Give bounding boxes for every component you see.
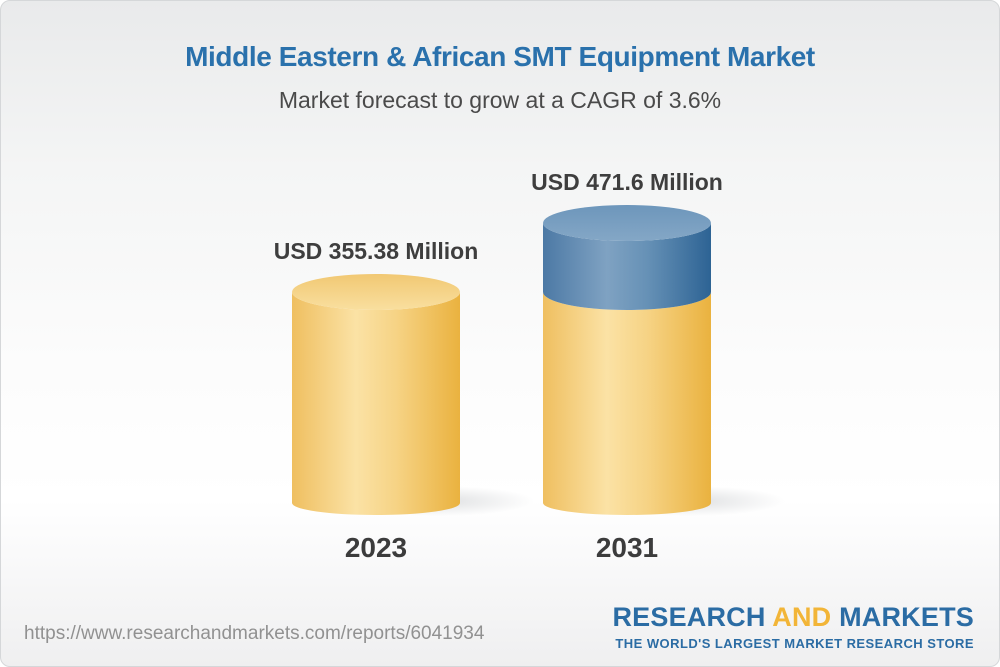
footer-url: https://www.researchandmarkets.com/repor… xyxy=(24,623,485,644)
cylinder-bar-2023 xyxy=(292,274,534,516)
page-title: Middle Eastern & African SMT Equipment M… xyxy=(185,41,815,72)
brand-logo-wordmark: RESEARCH AND MARKETS xyxy=(612,602,974,633)
brand-logo-tagline: THE WORLD'S LARGEST MARKET RESEARCH STOR… xyxy=(615,636,974,651)
year-label-2031: 2031 xyxy=(595,532,659,563)
value-label-2023: USD 355.38 Million xyxy=(273,238,479,264)
cylinder-bar-2031 xyxy=(543,205,785,516)
logo-word-research: RESEARCH xyxy=(612,602,766,632)
logo-word-markets: MARKETS xyxy=(839,602,974,632)
year-label-2023: 2023 xyxy=(344,532,408,563)
brand-logo: RESEARCH AND MARKETS THE WORLD'S LARGEST… xyxy=(612,602,974,651)
value-label-2031: USD 471.6 Million xyxy=(531,169,723,195)
page-subtitle: Market forecast to grow at a CAGR of 3.6… xyxy=(278,87,722,113)
logo-word-and: AND xyxy=(772,602,832,632)
